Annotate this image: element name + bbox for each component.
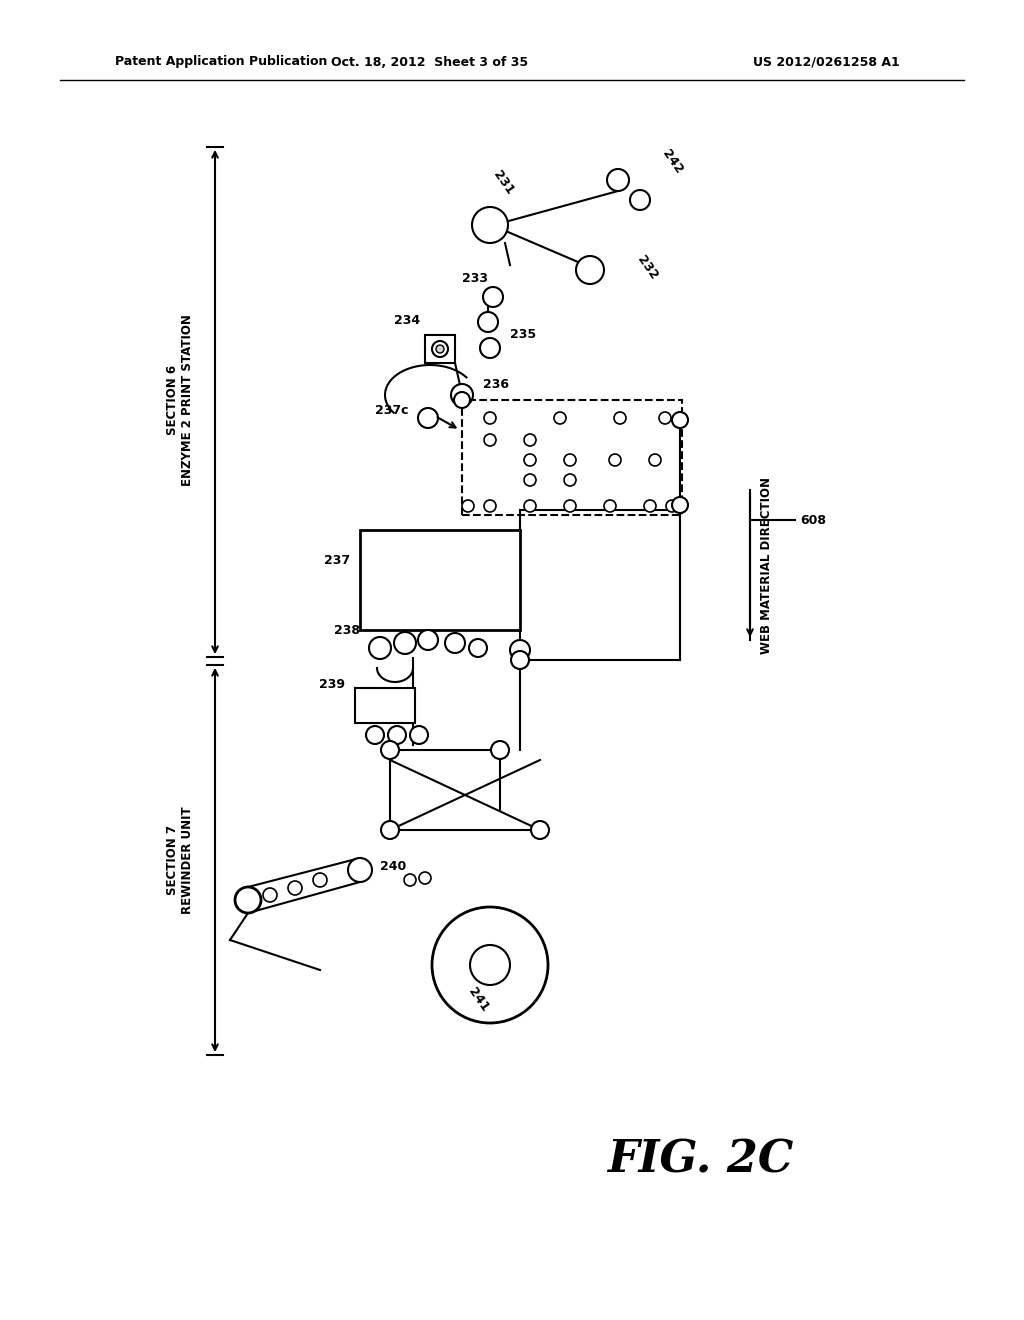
Text: Oct. 18, 2012  Sheet 3 of 35: Oct. 18, 2012 Sheet 3 of 35 (332, 55, 528, 69)
Text: SECTION 7
REWINDER UNIT: SECTION 7 REWINDER UNIT (166, 807, 194, 913)
Text: 233: 233 (462, 272, 488, 285)
Circle shape (483, 286, 503, 308)
Circle shape (564, 500, 575, 512)
Circle shape (484, 412, 496, 424)
Circle shape (649, 454, 662, 466)
Circle shape (531, 821, 549, 840)
Circle shape (432, 341, 449, 356)
Text: 231: 231 (490, 169, 516, 198)
Circle shape (369, 638, 391, 659)
Circle shape (672, 498, 688, 513)
Circle shape (672, 412, 688, 428)
Circle shape (490, 741, 509, 759)
Circle shape (484, 500, 496, 512)
Circle shape (604, 500, 616, 512)
Circle shape (469, 639, 487, 657)
Circle shape (524, 474, 536, 486)
Circle shape (472, 207, 508, 243)
Circle shape (263, 888, 278, 902)
Circle shape (564, 474, 575, 486)
Text: 608: 608 (800, 513, 826, 527)
Bar (462, 400, 682, 515)
Circle shape (564, 454, 575, 466)
Circle shape (510, 640, 530, 660)
Text: 238: 238 (334, 623, 360, 636)
Circle shape (462, 500, 474, 512)
Circle shape (609, 454, 621, 466)
Text: SECTION 6
ENZYME 2 PRINT STATION: SECTION 6 ENZYME 2 PRINT STATION (166, 314, 194, 486)
Circle shape (419, 873, 431, 884)
Circle shape (418, 408, 438, 428)
Text: 236: 236 (483, 379, 509, 392)
Circle shape (524, 454, 536, 466)
Text: Patent Application Publication: Patent Application Publication (115, 55, 328, 69)
Circle shape (388, 726, 406, 744)
Text: 237c: 237c (375, 404, 408, 417)
Circle shape (470, 945, 510, 985)
Circle shape (478, 312, 498, 333)
Circle shape (644, 500, 656, 512)
Text: 241: 241 (465, 986, 490, 1015)
Text: WEB MATERIAL DIRECTION: WEB MATERIAL DIRECTION (760, 477, 773, 653)
Circle shape (348, 858, 372, 882)
Circle shape (575, 256, 604, 284)
Circle shape (614, 412, 626, 424)
Circle shape (410, 726, 428, 744)
Circle shape (288, 880, 302, 895)
Bar (425, 335, 455, 363)
Text: US 2012/0261258 A1: US 2012/0261258 A1 (754, 55, 900, 69)
Text: 232: 232 (635, 253, 660, 282)
Circle shape (480, 338, 500, 358)
Circle shape (666, 500, 678, 512)
Circle shape (394, 632, 416, 653)
Text: 235: 235 (510, 329, 537, 342)
Circle shape (381, 821, 399, 840)
Text: 242: 242 (660, 148, 686, 177)
Circle shape (454, 392, 470, 408)
Circle shape (432, 907, 548, 1023)
Circle shape (445, 634, 465, 653)
Circle shape (659, 412, 671, 424)
Circle shape (554, 412, 566, 424)
Circle shape (366, 726, 384, 744)
Circle shape (484, 434, 496, 446)
Circle shape (436, 345, 444, 352)
Circle shape (381, 741, 399, 759)
Circle shape (630, 190, 650, 210)
Circle shape (607, 169, 629, 191)
Text: 239: 239 (319, 678, 345, 692)
Circle shape (313, 873, 327, 887)
Circle shape (418, 630, 438, 649)
Circle shape (404, 874, 416, 886)
Circle shape (511, 651, 529, 669)
Bar (360, 531, 520, 630)
Circle shape (234, 887, 261, 913)
Text: 234: 234 (394, 314, 420, 326)
Text: FIG. 2C: FIG. 2C (607, 1138, 794, 1181)
Bar (355, 688, 415, 723)
Text: 237: 237 (324, 553, 350, 566)
Circle shape (524, 434, 536, 446)
Circle shape (524, 500, 536, 512)
Circle shape (451, 384, 473, 407)
Text: 240: 240 (380, 861, 407, 874)
